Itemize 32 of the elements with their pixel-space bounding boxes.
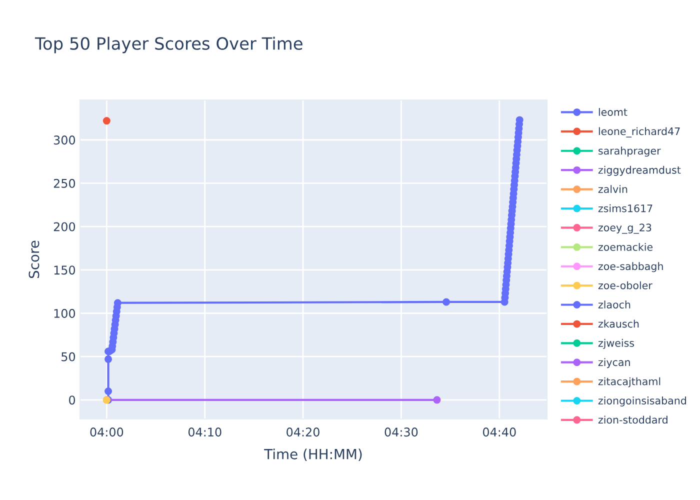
legend-label: zoe-oboler [598,281,652,290]
x-tick-label: 04:30 [384,428,418,437]
legend-label: ziycan [598,358,630,368]
y-tick-label: 200 [54,222,76,232]
x-tick-label: 04:10 [188,428,222,437]
legend-label: zitacajthaml [598,377,660,388]
legend-label: zsims1617 [598,204,652,212]
y-tick-label: 100 [54,308,76,318]
legend-label: ziggydreamdust [598,166,681,176]
legend-label: ziongoinsisaband [598,396,686,406]
y-axis-title: Score [28,240,40,278]
legend-label: zalvin [598,185,628,194]
x-axis-title: Time (HH:MM) [264,448,362,461]
legend-label: zlaoch [598,300,630,308]
legend-label: zjweiss [598,338,634,349]
legend-label: zoe-sabbagh [598,262,663,272]
legend-label: zoemackie [598,242,653,251]
legend-label: zkausch [598,320,639,328]
y-tick-label: 0 [69,396,76,405]
y-tick-label: 50 [62,352,76,362]
legend-label: sarahprager [598,146,661,157]
chart-title: Top 50 Player Scores Over Time [34,36,302,54]
legend-label: leone_richard47 [598,127,680,138]
legend-label: leomt [598,108,628,116]
y-tick-label: 300 [54,136,76,145]
x-tick-label: 04:00 [90,428,124,437]
legend-label: zion-stoddard [598,416,668,424]
x-tick-label: 04:20 [286,428,320,437]
legend-label: zoey_g_23 [598,224,652,234]
y-tick-label: 250 [54,178,76,188]
y-tick-label: 150 [54,266,76,275]
x-tick-label: 04:40 [482,428,516,437]
